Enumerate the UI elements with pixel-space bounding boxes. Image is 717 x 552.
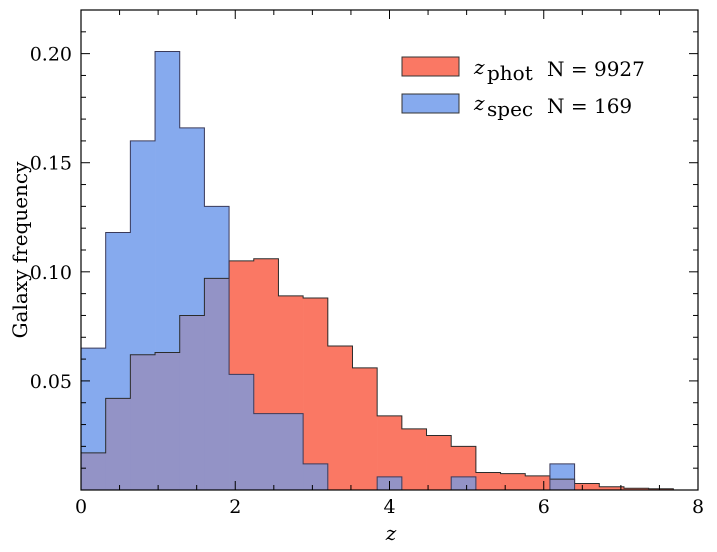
overlap-bar: [155, 352, 181, 490]
y-axis-label: Galaxy frequency: [8, 161, 32, 339]
phot-bar: [574, 483, 600, 490]
y-tick-label: 0.10: [30, 262, 72, 284]
overlap-bar: [253, 413, 279, 490]
phot-bar: [303, 298, 329, 490]
legend-subscript-spec: spec: [487, 97, 533, 121]
phot-bar: [401, 428, 427, 490]
axis-ticks: [80, 10, 699, 490]
legend-swatch-spec: [401, 93, 460, 114]
overlap-bar: [105, 398, 131, 490]
legend-swatch-phot: [401, 56, 460, 77]
overlap-bar: [204, 278, 230, 490]
overlap-bar: [278, 413, 304, 490]
phot-bar: [599, 486, 625, 490]
legend-symbol-phot: z: [473, 55, 485, 79]
x-tick-label: 4: [383, 496, 395, 518]
y-tick-label: 0.20: [30, 44, 72, 66]
phot-bar: [327, 346, 353, 490]
legend-symbol-spec: z: [473, 91, 485, 115]
x-tick-label: 8: [692, 496, 704, 518]
legend-count-phot: N = 9927: [547, 57, 645, 81]
overlap-bar: [179, 315, 205, 490]
phot-bar: [525, 475, 551, 490]
phot-bar: [648, 488, 674, 490]
overlap-bar: [303, 463, 329, 490]
legend: z phot N = 9927 z spec N = 169: [401, 55, 645, 121]
phot-bar: [623, 488, 649, 490]
y-tick-label: 0.15: [30, 153, 72, 175]
legend-count-spec: N = 169: [547, 94, 632, 118]
x-tick-label: 2: [229, 496, 241, 518]
x-tick-label: 6: [538, 496, 550, 518]
phot-bar: [500, 473, 526, 490]
overlap-bar: [549, 479, 575, 490]
axis-tick-labels: 0 2 4 6 8 0.05 0.10 0.15 0.20: [30, 44, 704, 518]
x-tick-label: 0: [75, 496, 87, 518]
overlap-bar: [81, 452, 106, 490]
overlap-bar: [451, 476, 477, 490]
x-axis-label: z: [385, 521, 397, 545]
overlap-bar: [229, 374, 255, 490]
phot-bar: [475, 472, 501, 490]
legend-subscript-phot: phot: [487, 61, 533, 85]
phot-bar: [352, 367, 378, 490]
phot-bar: [426, 435, 452, 490]
y-tick-label: 0.05: [30, 371, 72, 393]
overlap-bars: [81, 278, 575, 490]
overlap-bar: [130, 354, 156, 490]
